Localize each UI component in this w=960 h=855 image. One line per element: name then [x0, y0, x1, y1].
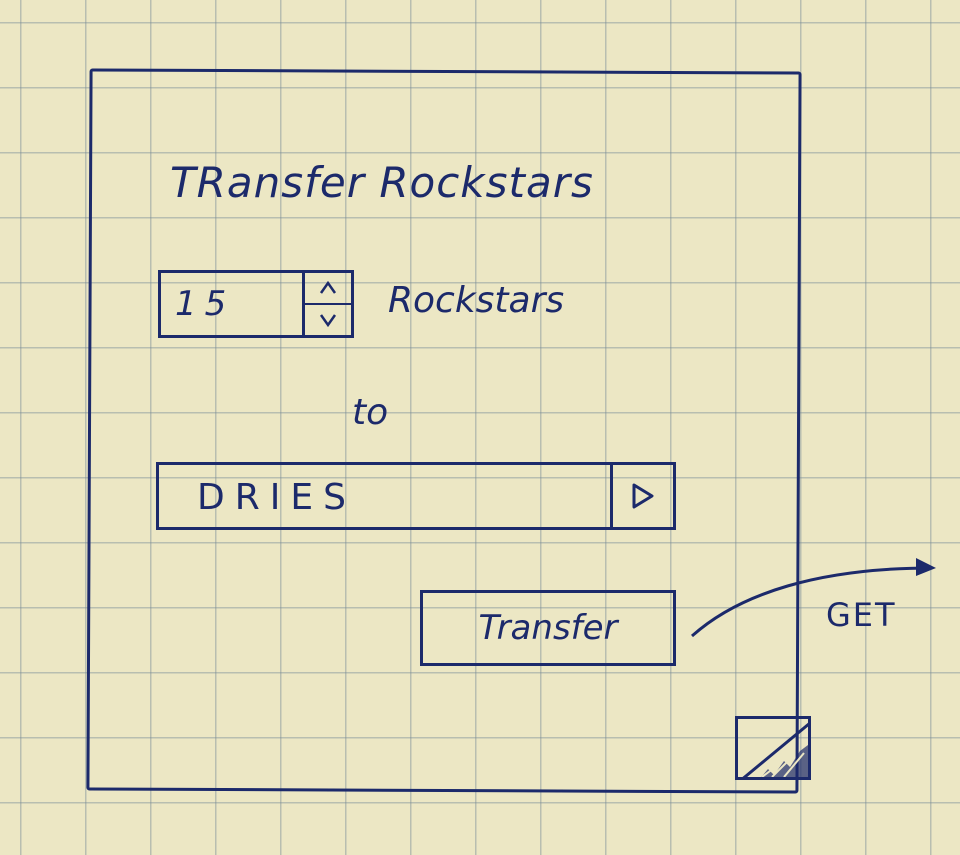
stepper-buttons [302, 273, 351, 335]
chevron-up-icon[interactable] [305, 273, 351, 303]
quantity-stepper[interactable]: 15 [158, 270, 354, 338]
unit-label: Rockstars [388, 280, 565, 321]
resize-grip-icon [742, 722, 808, 777]
quantity-value[interactable]: 15 [175, 284, 235, 324]
resize-grip[interactable] [735, 716, 811, 780]
http-method-label: GET [826, 596, 897, 634]
recipient-value: DRIES [197, 477, 356, 518]
chevron-down-icon[interactable] [305, 303, 351, 335]
recipient-select[interactable]: DRIES [156, 462, 676, 530]
triangle-down-icon[interactable] [610, 465, 673, 527]
to-label: to [352, 392, 389, 433]
transfer-button[interactable]: Transfer [420, 590, 676, 666]
arrow-right-icon [690, 558, 936, 638]
window-title: TRansfer Rockstars [170, 158, 594, 207]
